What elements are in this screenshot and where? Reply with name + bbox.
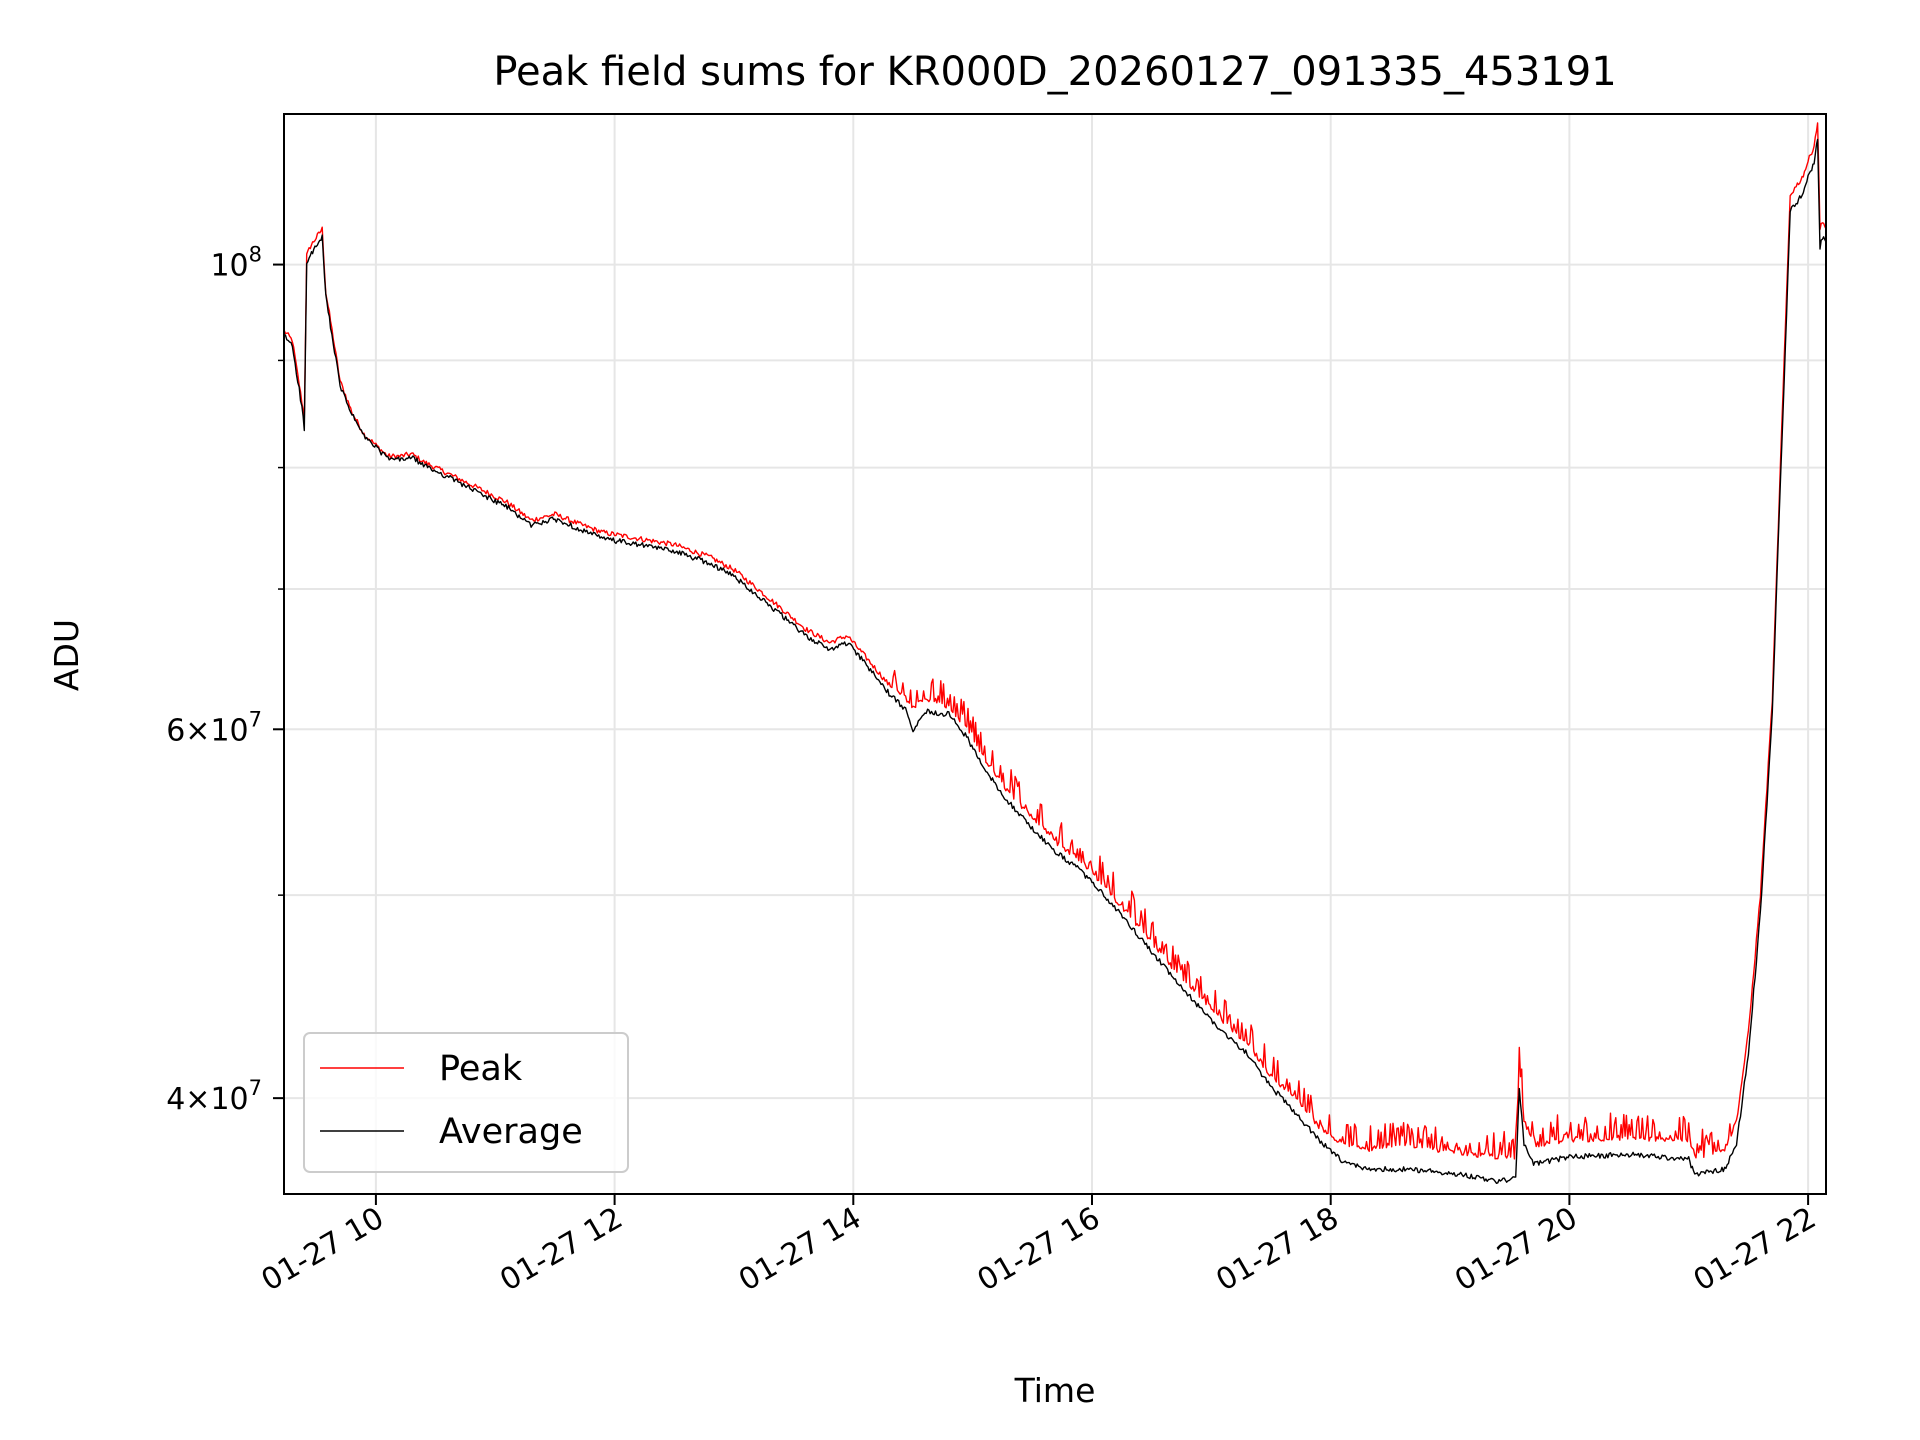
legend-label-average: Average: [439, 1112, 583, 1152]
series-line-average: [283, 138, 1827, 1185]
series-line-peak: [283, 122, 1827, 1160]
x-axis-label: Time: [1014, 1371, 1096, 1410]
y-tick-base: 6: [166, 713, 185, 748]
y-tick-exponent: 8: [249, 243, 262, 267]
y-tick-exponent: 7: [249, 1076, 262, 1100]
plot-frame: [283, 113, 1827, 1195]
chart-title: Peak field sums for KR000D_20260127_0913…: [493, 49, 1616, 95]
y-tick-label: 6×107: [166, 707, 262, 748]
y-tick-exponent: 7: [249, 707, 262, 731]
series-layer: [283, 122, 1827, 1185]
grid: [284, 114, 1826, 1194]
y-tick-label: 108: [210, 243, 262, 284]
legend: Peak Average: [303, 1032, 629, 1173]
legend-label-peak: Peak: [439, 1049, 523, 1089]
y-tick-base: 4: [166, 1082, 185, 1117]
y-tick-label: 4×107: [166, 1076, 262, 1117]
y-axis: 4×107 6×107 108: [166, 243, 284, 1117]
y-axis-label: ADU: [47, 619, 86, 691]
